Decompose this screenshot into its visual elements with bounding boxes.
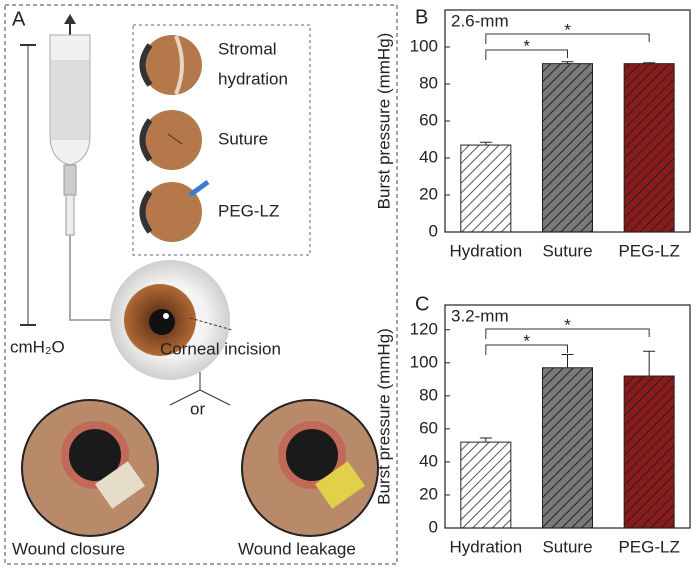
or-label: or: [190, 399, 205, 418]
branch-arrow: [169, 372, 231, 406]
outcome-label: Wound leakage: [238, 539, 356, 558]
error-bar: [561, 61, 574, 64]
y-tick-label: 20: [419, 184, 438, 203]
axis-title: Burst pressure (mmHg): [374, 33, 393, 210]
error-bar: [561, 354, 574, 368]
height-label: cmH₂O: [10, 337, 65, 356]
significance-label: *: [523, 331, 530, 350]
panel-label: C: [415, 293, 429, 315]
significance-label: *: [564, 20, 571, 39]
outcome-label: Wound closure: [12, 539, 125, 558]
significance-bracket: [485, 344, 568, 355]
y-tick-label: 40: [419, 451, 438, 470]
x-tick-label: PEG-LZ: [618, 241, 679, 260]
significance-bracket: [485, 49, 568, 60]
inset-label: Stromal: [218, 39, 277, 58]
infusion-bottle: [20, 14, 160, 326]
y-tick-label: 80: [419, 73, 438, 92]
inset-border: [132, 24, 311, 256]
plot-frame: [444, 9, 691, 233]
x-tick-label: PEG-LZ: [618, 537, 679, 556]
bar: [460, 441, 512, 529]
y-tick-label: 100: [410, 352, 438, 371]
inset-label: PEG-LZ: [218, 201, 279, 220]
significance-label: *: [523, 36, 530, 55]
chart-title: 2.6-mm: [451, 11, 509, 30]
axis-title: Burst pressure (mmHg): [374, 328, 393, 505]
y-tick-label: 40: [419, 147, 438, 166]
bar: [623, 375, 675, 529]
inset-eyes: [139, 35, 210, 242]
photos: [21, 399, 379, 537]
y-tick-label: 20: [419, 484, 438, 503]
x-tick-label: Suture: [542, 537, 592, 556]
inset-label: hydration: [218, 69, 288, 88]
incision-label: Corneal incision: [160, 339, 281, 358]
bar: [542, 367, 593, 529]
x-tick-label: Suture: [542, 241, 592, 260]
y-tick-label: 80: [419, 385, 438, 404]
significance-bracket: [485, 328, 650, 339]
x-tick-label: Hydration: [449, 241, 522, 260]
error-bar: [479, 437, 492, 443]
error-bar: [643, 350, 656, 377]
x-tick-label: Hydration: [449, 537, 522, 556]
significance-bracket: [485, 33, 650, 44]
chart-title: 3.2-mm: [451, 306, 509, 325]
significance-label: *: [564, 315, 571, 334]
panel-label: B: [415, 6, 428, 28]
y-tick-label: 120: [410, 319, 438, 338]
error-bar: [479, 141, 492, 146]
y-tick-label: 100: [410, 36, 438, 55]
y-tick-label: 60: [419, 418, 438, 437]
inset-label: Suture: [218, 129, 268, 148]
y-tick-label: 60: [419, 110, 438, 129]
bar: [542, 63, 593, 233]
bar: [623, 63, 675, 233]
error-bar: [643, 62, 656, 64]
bar: [460, 144, 512, 233]
panel-label: A: [12, 8, 26, 30]
y-tick-label: 0: [429, 517, 438, 536]
y-tick-label: 0: [429, 221, 438, 240]
plot-frame: [444, 304, 691, 529]
panel-a-border: [4, 4, 398, 565]
eye: [110, 260, 233, 380]
